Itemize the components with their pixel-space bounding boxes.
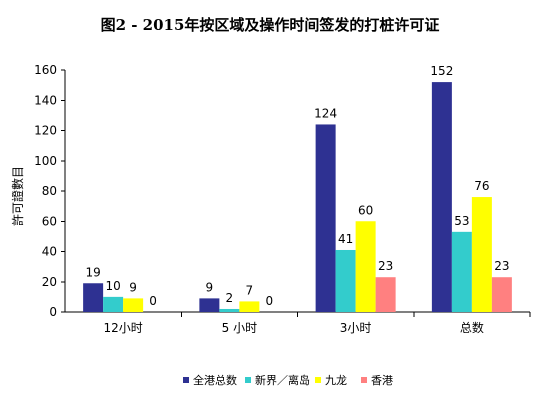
bar-value-label: 124 <box>314 106 337 120</box>
bars <box>83 82 512 312</box>
y-tick-label: 100 <box>34 154 57 168</box>
bar-value-label: 9 <box>129 280 137 294</box>
bar <box>431 82 452 312</box>
legend-swatch <box>361 377 367 383</box>
bar-value-label: 152 <box>430 64 453 78</box>
bar-value-label: 23 <box>494 259 509 273</box>
y-tick-label: 20 <box>42 275 57 289</box>
x-tick-label: 3小时 <box>340 321 372 335</box>
y-axis-label-group: 許可證數目 <box>10 166 25 226</box>
legend-label: 香港 <box>371 374 393 387</box>
y-tick-label: 0 <box>49 305 57 319</box>
bar <box>239 301 260 312</box>
legend: 全港总数 新界／离岛 九龙 香港 <box>183 373 393 387</box>
x-tick-label: 总数 <box>460 320 484 335</box>
bar-value-label: 41 <box>338 232 353 246</box>
bar-value-label: 53 <box>454 214 469 228</box>
legend-label: 全港总数 <box>193 373 237 387</box>
x-ticks: 12小时 5 小时 3小时 总数 <box>103 312 531 335</box>
bar-value-label: 60 <box>358 203 373 217</box>
legend-swatch <box>315 377 321 383</box>
bar <box>83 283 104 312</box>
bar <box>355 221 376 312</box>
y-tick-label: 140 <box>34 93 57 107</box>
chart-title: 图2 - 2015年按区域及操作时间签发的打桩许可证 <box>100 16 440 34</box>
bar <box>471 197 492 312</box>
bar-value-label: 23 <box>378 259 393 273</box>
legend-swatch <box>245 377 251 383</box>
bar-value-label: 7 <box>246 283 254 297</box>
bar <box>315 124 336 312</box>
bar-value-label: 2 <box>226 291 234 305</box>
bar-value-label: 0 <box>266 294 274 308</box>
bar-value-label: 9 <box>206 280 214 294</box>
bar <box>123 298 144 312</box>
bar-value-label: 76 <box>474 179 489 193</box>
x-tick-label: 12小时 <box>103 321 142 335</box>
y-tick-label: 120 <box>34 124 57 138</box>
bar <box>335 249 356 312</box>
y-axis-label: 許可證數目 <box>10 166 25 226</box>
bar <box>375 277 396 312</box>
y-tick-label: 160 <box>34 63 57 77</box>
bar-value-label: 19 <box>85 265 100 279</box>
bar-value-label: 0 <box>149 294 157 308</box>
bar-value-label: 10 <box>105 279 120 293</box>
legend-swatch <box>183 377 189 383</box>
x-tick-label: 5 小时 <box>222 321 257 335</box>
bar <box>103 296 124 312</box>
bar <box>199 298 220 312</box>
y-tick-label: 80 <box>42 184 57 198</box>
legend-label: 九龙 <box>325 374 347 387</box>
legend-label: 新界／离岛 <box>255 373 310 387</box>
bar <box>219 308 240 312</box>
y-tick-label: 60 <box>42 214 57 228</box>
bar <box>491 277 512 312</box>
y-tick-label: 40 <box>42 245 57 259</box>
bar <box>451 231 472 312</box>
y-ticks: 0 20 40 60 80 100 120 140 160 <box>34 63 65 319</box>
